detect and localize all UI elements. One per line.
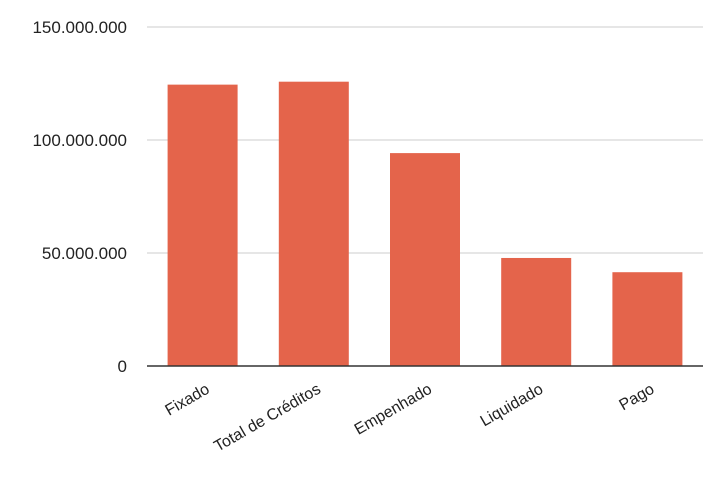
x-tick-label: Empenhado bbox=[352, 381, 435, 439]
x-tick-label: Total de Créditos bbox=[211, 381, 323, 456]
y-tick-label: 50.000.000 bbox=[42, 244, 127, 263]
y-tick-label: 100.000.000 bbox=[32, 131, 127, 150]
y-axis-tick-labels: 0 50.000.000 100.000.000 150.000.000 bbox=[32, 18, 127, 376]
bar bbox=[278, 81, 349, 366]
bar bbox=[167, 84, 238, 366]
bar bbox=[390, 153, 460, 366]
bar bbox=[612, 272, 683, 366]
y-tick-label: 0 bbox=[118, 357, 127, 376]
y-tick-label: 150.000.000 bbox=[32, 18, 127, 37]
x-tick-label: Liquidado bbox=[478, 381, 547, 430]
x-tick-label: Pago bbox=[617, 381, 658, 414]
bars bbox=[167, 81, 683, 366]
x-tick-label: Fixado bbox=[163, 381, 213, 420]
bar bbox=[501, 257, 572, 366]
